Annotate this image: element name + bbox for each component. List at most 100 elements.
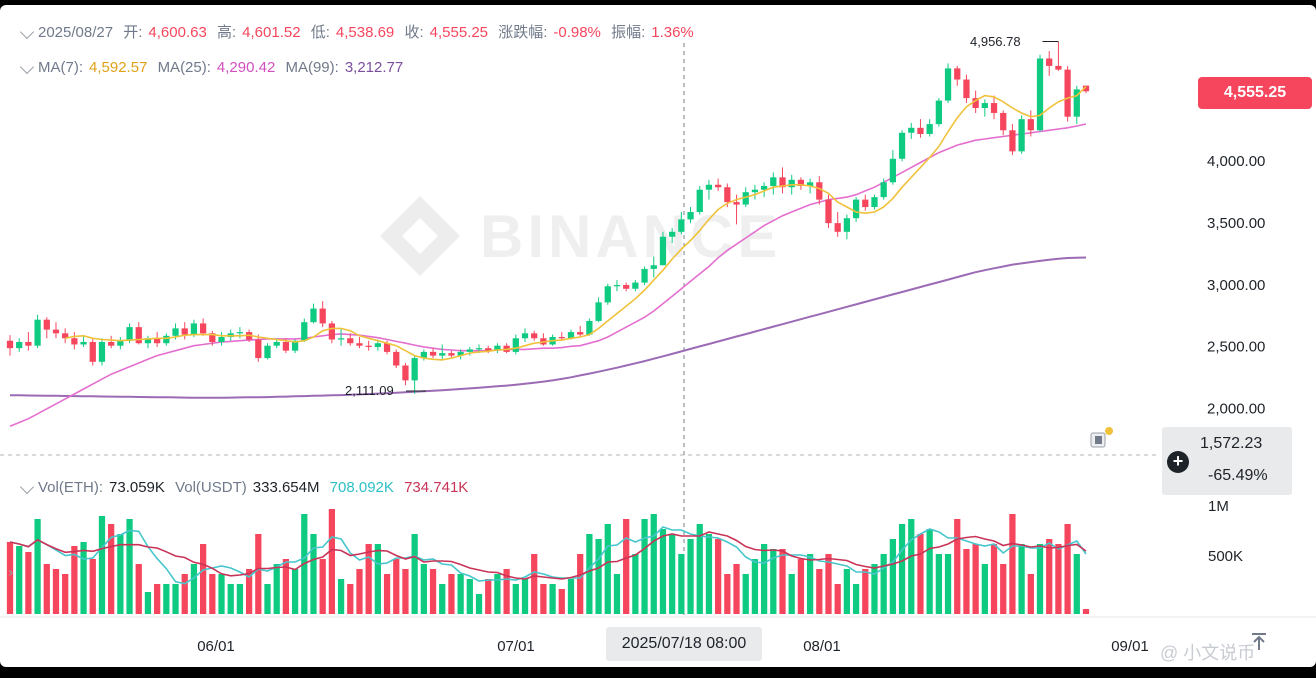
candle-body: [43, 319, 50, 330]
candle: [6, 335, 14, 356]
volume-bar: [889, 539, 896, 614]
candle-body: [880, 182, 887, 198]
candle: [862, 194, 869, 211]
low-annotation: 2,111.09: [345, 383, 426, 398]
candle: [935, 98, 942, 127]
volume-bar: [567, 579, 575, 614]
ma7-label: MA(7):: [38, 59, 83, 76]
volume-bar: [255, 534, 262, 614]
candle: [540, 333, 547, 346]
scroll-to-latest-icon[interactable]: [1248, 631, 1270, 653]
volume-bar: [365, 544, 372, 614]
candle-body: [724, 187, 731, 203]
candle: [521, 328, 529, 342]
candle: [843, 214, 851, 240]
volume-bar: [908, 519, 915, 614]
ma-collapse-chevron-icon[interactable]: [19, 59, 35, 74]
volume-bar: [540, 584, 547, 614]
candle-body: [319, 308, 326, 324]
candle-body: [623, 285, 630, 289]
ma99-label: MA(99):: [285, 59, 339, 76]
volume-bar: [337, 579, 345, 614]
candle: [623, 282, 630, 292]
ma7-path: [65, 86, 1087, 361]
kline-chart[interactable]: BINANCE 4,000.00 3,500.00 3,000.00 2,500.00…: [0, 5, 1316, 667]
volume-bar: [972, 544, 979, 614]
x-tick-label: 07/01: [497, 638, 535, 655]
candle: [135, 322, 142, 345]
volume-bar: [678, 554, 685, 614]
volume-bar: [420, 564, 427, 614]
volume-bar: [117, 534, 124, 614]
candle-body: [669, 231, 676, 237]
vol-tick-500k: 500K: [1208, 548, 1243, 565]
volume-bar: [825, 554, 832, 614]
add-order-plus-icon[interactable]: +: [1167, 451, 1189, 473]
candle: [917, 119, 924, 138]
volume-bar: [954, 519, 961, 614]
candle-body: [843, 218, 851, 232]
candle: [16, 338, 23, 352]
volume-bar: [34, 519, 41, 614]
candle: [1027, 110, 1034, 137]
expand-arrow-icon[interactable]: ›: [8, 565, 14, 581]
volume-bar: [439, 584, 446, 614]
volume-bar: [98, 516, 106, 614]
volume-bar: [62, 574, 69, 614]
candle-body: [558, 337, 565, 339]
volume-bar: [475, 594, 483, 614]
open-value: 4,600.63: [148, 24, 207, 41]
volume-bar: [1027, 574, 1034, 614]
volume-bar: [181, 574, 188, 614]
candle-body: [889, 158, 896, 183]
volume-bar: [715, 539, 722, 614]
candle: [200, 318, 207, 336]
change-value: -0.98%: [553, 24, 601, 41]
volume-bar: [577, 554, 584, 614]
volume-bar: [374, 544, 381, 614]
candle-body: [705, 184, 713, 190]
volume-bar: [806, 554, 814, 614]
candle: [512, 334, 519, 355]
candle-body: [264, 345, 271, 359]
volume-bar: [687, 539, 694, 614]
change-label: 涨跌幅:: [498, 24, 548, 41]
candle: [1055, 41, 1062, 71]
candle-body: [1027, 119, 1034, 131]
candle-body: [200, 323, 207, 334]
candle-body: [852, 199, 860, 219]
candle-body: [715, 184, 722, 188]
candle: [944, 63, 952, 104]
volume-bar: [852, 584, 860, 614]
candle-body: [954, 68, 961, 80]
notes-icon[interactable]: [1088, 427, 1114, 451]
ma99-path: [9, 256, 1087, 399]
candle-body: [429, 351, 437, 356]
vol-collapse-chevron-icon[interactable]: [19, 479, 35, 494]
close-value: 4,555.25: [429, 24, 489, 41]
volume-bar: [816, 569, 823, 614]
ma99-line: [9, 256, 1087, 399]
ma25-label: MA(25):: [157, 59, 211, 76]
candle: [586, 318, 593, 336]
volume-bar: [880, 554, 887, 614]
candle-body: [1018, 119, 1025, 152]
amplitude-value: 1.36%: [651, 24, 694, 41]
volume-bar: [650, 514, 657, 614]
x-tick-label: 06/01: [197, 638, 235, 655]
crosshair-date: 2025/07/18 08:00: [606, 627, 762, 661]
volume-bar: [632, 554, 639, 614]
volume-bar: [751, 559, 759, 614]
ma-header: MA(7): 4,592.57 MA(25): 4,290.42 MA(99): 3,…: [0, 59, 409, 76]
candle: [834, 211, 841, 237]
candle: [108, 335, 115, 349]
candle-body: [521, 333, 529, 339]
y-tick-label: 4,000.00: [1207, 153, 1265, 170]
candle: [696, 185, 703, 215]
collapse-chevron-icon[interactable]: [19, 24, 35, 39]
candle-body: [567, 332, 575, 339]
candle: [337, 328, 345, 346]
candle: [144, 335, 152, 349]
volume-bar: [1055, 544, 1062, 614]
volume-bar: [236, 584, 244, 614]
